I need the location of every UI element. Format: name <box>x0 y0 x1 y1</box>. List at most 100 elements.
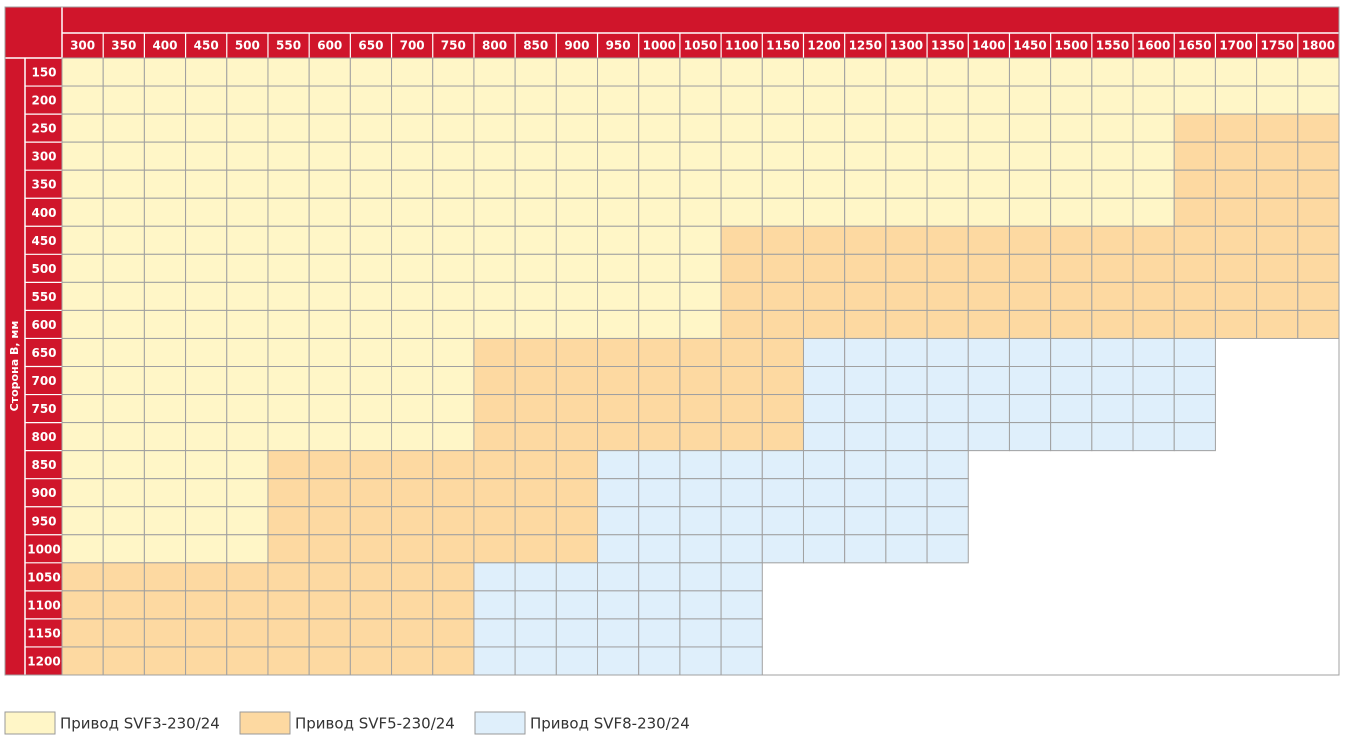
cell <box>802 534 846 564</box>
cell <box>432 253 475 283</box>
cell <box>1132 253 1175 283</box>
cell <box>143 646 187 676</box>
cell <box>679 197 722 227</box>
cell <box>226 113 269 143</box>
cell <box>1008 141 1052 171</box>
cell <box>844 366 887 396</box>
cell <box>679 450 722 480</box>
cell <box>185 478 228 508</box>
cell <box>802 57 846 87</box>
cell <box>1091 169 1134 199</box>
cell <box>473 197 516 227</box>
cell <box>638 309 681 339</box>
cell <box>720 309 763 339</box>
cell <box>185 169 228 199</box>
cell <box>1214 309 1258 339</box>
column-label: 950 <box>606 39 631 53</box>
cell <box>226 422 269 452</box>
cell <box>514 478 557 508</box>
column-label: 1750 <box>1261 39 1294 53</box>
cell <box>555 253 599 283</box>
cell <box>844 281 887 311</box>
cell <box>1008 337 1052 368</box>
row-label: 1150 <box>27 626 60 640</box>
cell <box>473 337 516 368</box>
cell <box>679 422 722 452</box>
cell <box>267 422 310 452</box>
cell <box>967 169 1010 199</box>
cell <box>226 394 269 424</box>
cell <box>679 113 722 143</box>
cell <box>102 169 145 199</box>
cell <box>226 478 269 508</box>
cell <box>720 57 763 87</box>
cell <box>555 618 599 648</box>
cell <box>1256 113 1299 143</box>
cell <box>185 366 228 396</box>
cell <box>61 590 104 620</box>
cell <box>802 281 846 311</box>
cell <box>1050 169 1093 199</box>
cell <box>844 506 887 536</box>
cell <box>267 618 310 648</box>
cell <box>226 169 269 199</box>
cell <box>885 197 928 227</box>
cell <box>555 197 599 227</box>
cell <box>143 85 187 115</box>
cell <box>143 506 187 536</box>
cell <box>926 394 969 424</box>
row-label: 350 <box>31 178 56 192</box>
cell <box>720 534 763 564</box>
cell <box>514 225 557 255</box>
cell <box>1297 309 1340 339</box>
cell <box>597 141 640 171</box>
cell <box>638 197 681 227</box>
cell <box>349 225 393 255</box>
column-label: 1150 <box>766 39 799 53</box>
cell <box>597 337 640 368</box>
cell <box>555 85 599 115</box>
cell <box>844 197 887 227</box>
cell <box>1214 113 1258 143</box>
cell <box>1050 253 1093 283</box>
cell <box>514 590 557 620</box>
cell <box>1050 57 1093 87</box>
cell <box>1173 253 1216 283</box>
cell <box>432 562 475 592</box>
cell <box>267 394 310 424</box>
cell <box>1214 225 1258 255</box>
cell <box>308 281 351 311</box>
cell <box>267 590 310 620</box>
cell <box>1132 225 1175 255</box>
cell <box>926 85 969 115</box>
cell <box>143 337 187 368</box>
cell <box>432 618 475 648</box>
cell <box>349 141 393 171</box>
cell <box>473 450 516 480</box>
cell <box>802 337 846 368</box>
row-label: 1050 <box>27 570 60 584</box>
cell <box>102 225 145 255</box>
cell <box>1173 197 1216 227</box>
cell <box>802 450 846 480</box>
cell <box>432 337 475 368</box>
cell <box>597 422 640 452</box>
cell <box>514 394 557 424</box>
cell <box>967 197 1010 227</box>
cell <box>679 281 722 311</box>
column-label: 1100 <box>725 39 758 53</box>
cell <box>226 618 269 648</box>
cell <box>514 534 557 564</box>
cell <box>638 646 681 676</box>
cell <box>391 225 434 255</box>
cell <box>308 57 351 87</box>
cell <box>638 85 681 115</box>
cell <box>885 57 928 87</box>
cell <box>597 450 640 480</box>
cell <box>597 366 640 396</box>
cell <box>102 450 145 480</box>
cell <box>391 113 434 143</box>
cell <box>473 422 516 452</box>
cell <box>597 85 640 115</box>
cell <box>1297 197 1340 227</box>
